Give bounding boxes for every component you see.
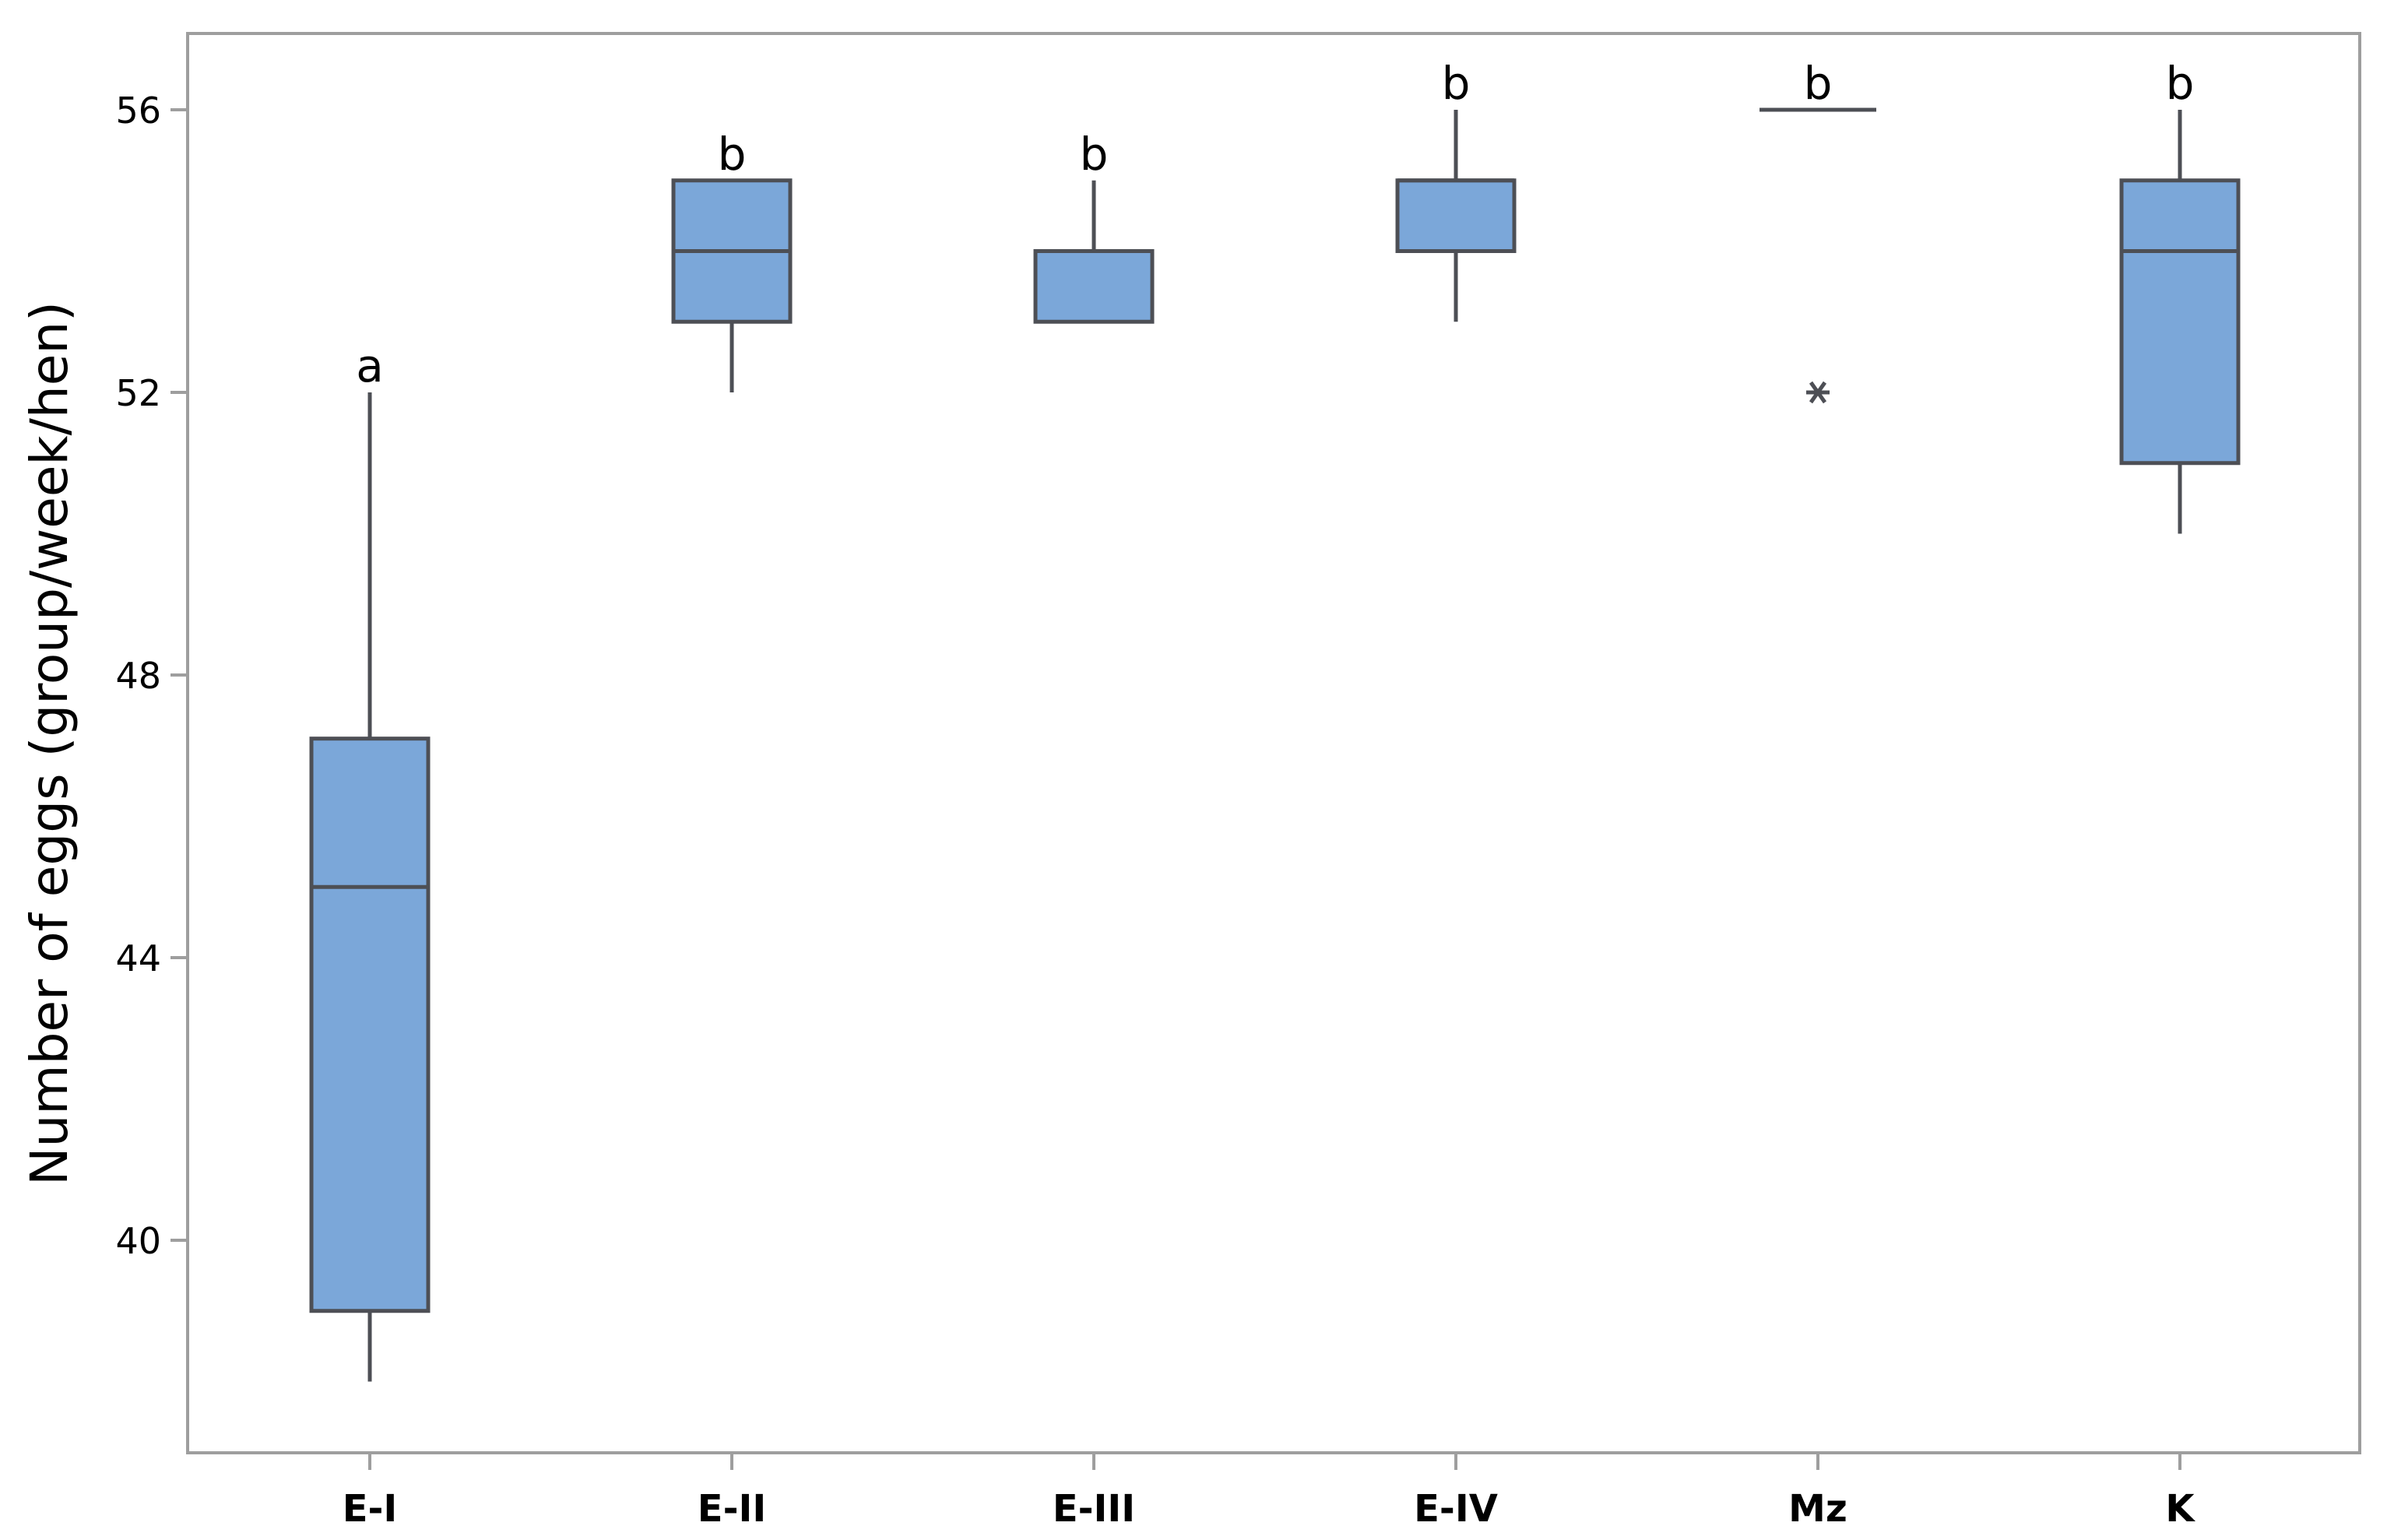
- x-tick-label: E-II: [698, 1487, 766, 1531]
- box-body: [2119, 178, 2241, 466]
- y-tick-label: 40: [115, 1220, 161, 1262]
- x-axis: E-I E-II E-III E-IV Mz K: [343, 1453, 2195, 1531]
- box-body: [1395, 178, 1517, 253]
- significance-letter: b: [2166, 57, 2195, 110]
- y-tick-label: 56: [115, 90, 161, 132]
- y-tick-label: 52: [115, 372, 161, 414]
- x-tick-label: Mz: [1788, 1487, 1847, 1531]
- box-group: [671, 178, 793, 392]
- box-group: [1395, 110, 1517, 322]
- outlier-stroke: [1809, 381, 1827, 404]
- significance-letters: a b b b b b: [356, 57, 2194, 392]
- box-body: [309, 737, 431, 1313]
- box-series: [309, 107, 2241, 1382]
- x-tick-label: E-I: [343, 1487, 398, 1531]
- plot-frame: [186, 32, 2361, 1454]
- significance-letter: b: [1080, 128, 1109, 181]
- significance-letter: b: [1442, 57, 1471, 110]
- x-tick-label: E-III: [1053, 1487, 1135, 1531]
- y-tick-label: 48: [115, 655, 161, 697]
- box-group: [1033, 180, 1155, 324]
- x-tick-label: E-IV: [1414, 1487, 1498, 1531]
- box-group: [1759, 107, 1876, 404]
- box-group: [2119, 110, 2241, 534]
- box-body: [1033, 249, 1155, 324]
- y-axis: 40 44 48 52 56: [115, 90, 188, 1262]
- y-axis-label: Number of eggs (group/week/hen): [19, 301, 79, 1186]
- significance-letter: b: [718, 128, 747, 181]
- box-group: [309, 392, 431, 1382]
- significance-letter: a: [356, 339, 384, 392]
- y-tick-label: 44: [115, 937, 161, 979]
- x-tick-label: K: [2165, 1487, 2195, 1531]
- outlier-marker: [1806, 381, 1830, 404]
- significance-letter: b: [1804, 57, 1833, 110]
